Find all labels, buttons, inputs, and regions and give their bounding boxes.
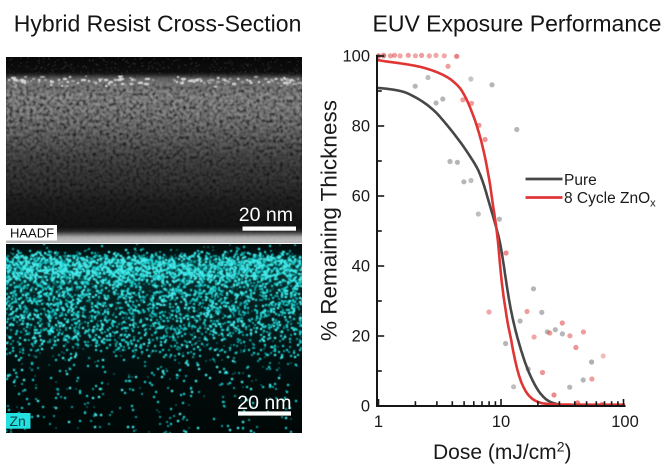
svg-text:100: 100 [342,48,370,66]
svg-text:% Remaining Thickness: % Remaining Thickness [317,100,342,341]
svg-text:40: 40 [352,258,370,276]
svg-text:8 Cycle ZnOx: 8 Cycle ZnOx [564,190,656,210]
svg-text:0: 0 [361,398,370,416]
svg-text:1: 1 [374,413,383,431]
svg-text:10: 10 [492,413,510,431]
svg-text:Zn: Zn [10,413,26,429]
svg-text:20 nm: 20 nm [239,204,293,226]
svg-text:100: 100 [611,413,639,431]
svg-text:Pure: Pure [564,172,597,189]
svg-text:EUV Exposure Performance: EUV Exposure Performance [373,11,662,37]
svg-text:20 nm: 20 nm [237,392,291,414]
svg-text:20: 20 [352,328,370,346]
svg-text:HAADF: HAADF [10,226,54,241]
svg-text:80: 80 [352,118,370,136]
svg-text:Dose (mJ/cm2): Dose (mJ/cm2) [433,439,571,465]
svg-text:60: 60 [352,188,370,206]
svg-text:Hybrid Resist Cross-Section: Hybrid Resist Cross-Section [14,11,302,37]
